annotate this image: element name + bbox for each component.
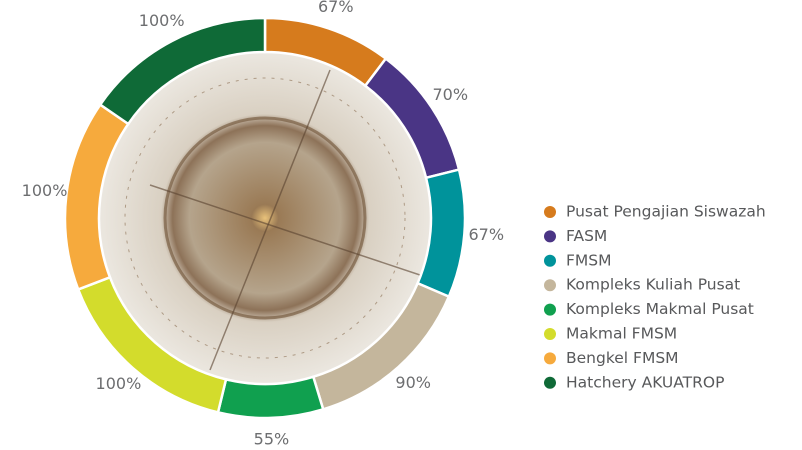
value-label: 67% — [318, 0, 354, 16]
legend-marker — [544, 230, 556, 243]
legend-label: Makmal FMSM — [566, 325, 677, 343]
pie-segment — [98, 16, 267, 126]
legend-label: FMSM — [566, 251, 612, 269]
legend-marker — [544, 279, 556, 292]
center-image — [97, 50, 433, 386]
value-label: 100% — [22, 181, 68, 200]
value-label: 100% — [96, 374, 142, 393]
pie-segment — [216, 375, 325, 420]
legend-marker — [544, 303, 556, 316]
legend-label: Bengkel FMSM — [566, 349, 679, 367]
legend-marker — [544, 352, 556, 365]
legend-marker — [544, 254, 556, 267]
legend-label: Pusat Pengajian Siswazah — [566, 203, 766, 221]
legend-label: Kompleks Makmal Pusat — [566, 300, 754, 318]
value-label: 100% — [139, 11, 185, 30]
legend-marker — [544, 206, 556, 218]
legend-label: FASM — [566, 227, 607, 245]
legend-label: Kompleks Kuliah Pusat — [566, 276, 740, 294]
value-label: 70% — [433, 85, 469, 104]
value-label: 67% — [469, 225, 505, 244]
value-label: 55% — [254, 429, 290, 446]
legend-label: Hatchery AKUATROP — [566, 373, 724, 391]
value-label: 90% — [395, 373, 431, 392]
legend-marker — [544, 376, 556, 389]
legend-marker — [544, 328, 556, 340]
